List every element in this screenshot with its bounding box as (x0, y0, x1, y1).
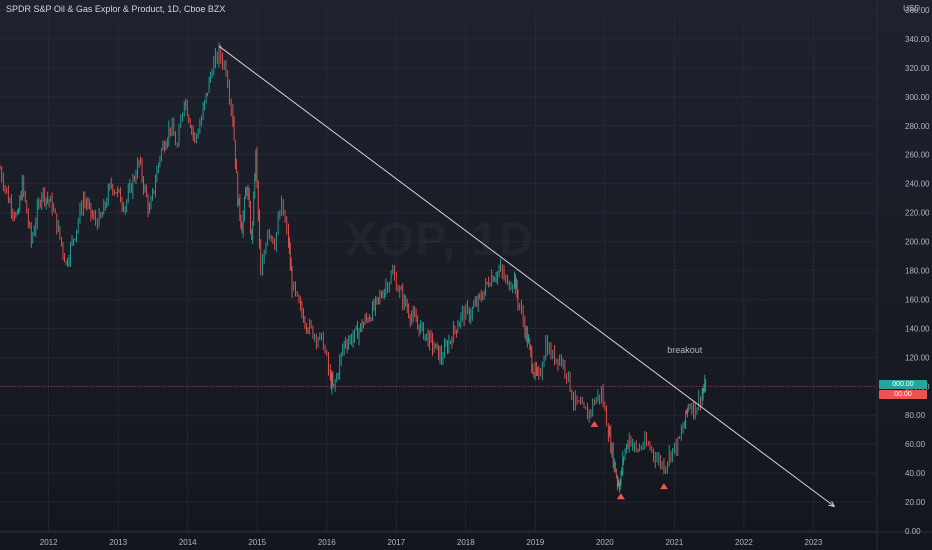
y-tick-label: 20.00 (905, 498, 926, 507)
y-tick-label: 280.00 (905, 122, 930, 131)
grid-layer (0, 9, 876, 532)
x-tick-label: 2019 (526, 538, 544, 547)
breakout-annotation[interactable]: breakout (667, 345, 703, 355)
x-tick-label: 2015 (248, 538, 266, 547)
x-tick-label: 2016 (318, 538, 336, 547)
x-tick-label: 2014 (179, 538, 197, 547)
y-tick-label: 320.00 (905, 64, 930, 73)
y-tick-label: 180.00 (905, 267, 930, 276)
currency-label: USD (903, 4, 920, 13)
y-tick-label: 340.00 (905, 35, 930, 44)
y-tick-label: 360.00 (905, 6, 930, 15)
y-tick-label: 40.00 (905, 469, 926, 478)
y-tick-label: 140.00 (905, 324, 930, 333)
y-tick-label: 260.00 (905, 151, 930, 160)
event-marker-triangle[interactable] (590, 420, 599, 427)
symbol-watermark: XOP, 1D (345, 212, 535, 266)
y-tick-label: 200.00 (905, 238, 930, 247)
y-tick-label: 0.00 (905, 527, 921, 536)
x-tick-label: 2020 (596, 538, 614, 547)
event-marker-triangle[interactable] (616, 493, 625, 500)
secondary-price-tag: 00.00 (879, 390, 927, 400)
y-tick-label: 240.00 (905, 180, 930, 189)
x-tick-label: 2022 (735, 538, 753, 547)
event-marker-triangle[interactable] (659, 483, 668, 490)
x-tick-label: 2012 (40, 538, 58, 547)
chart-title[interactable]: SPDR S&P Oil & Gas Explor & Product, 1D,… (6, 4, 226, 14)
x-tick-label: 2021 (665, 538, 683, 547)
trendline-arrowhead (828, 500, 836, 508)
y-tick-label: 300.00 (905, 93, 930, 102)
marker-layer: breakout (590, 345, 703, 500)
y-tick-label: 220.00 (905, 209, 930, 218)
current-price-tag: 000.00 (879, 380, 927, 390)
x-tick-label: 2017 (387, 538, 405, 547)
y-tick-label: 160.00 (905, 295, 930, 304)
y-tick-label: 60.00 (905, 440, 926, 449)
series-layer (0, 42, 707, 493)
x-tick-label: 2018 (457, 538, 475, 547)
x-tick-label: 2023 (805, 538, 823, 547)
x-tick-label: 2013 (109, 538, 127, 547)
trendline[interactable] (218, 45, 835, 507)
y-tick-label: 120.00 (905, 353, 930, 362)
trendline-layer[interactable] (218, 45, 836, 508)
y-tick-label: 80.00 (905, 411, 926, 420)
